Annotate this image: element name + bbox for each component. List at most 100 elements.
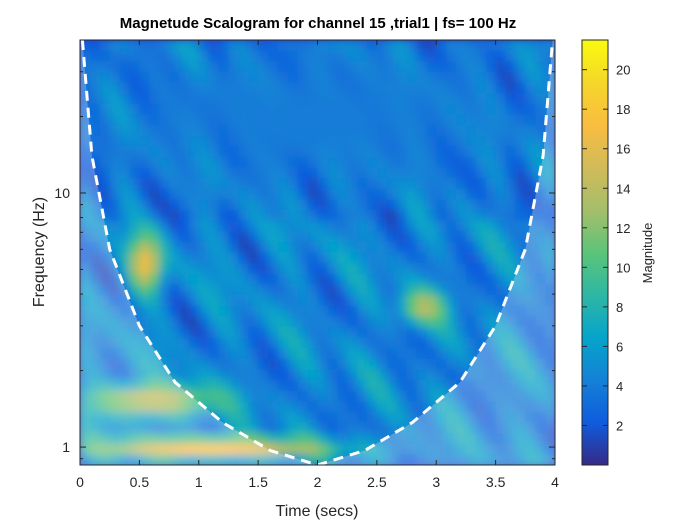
heatmap-cell: [525, 263, 537, 275]
heatmap-cell: [178, 380, 190, 392]
heatmap-cell: [80, 401, 91, 413]
heatmap-cell: [277, 135, 289, 148]
heatmap-cell: [258, 443, 269, 456]
heatmap-cell: [366, 252, 378, 264]
heatmap-cell: [228, 71, 240, 84]
heatmap-cell: [406, 316, 418, 328]
heatmap-cell: [188, 220, 200, 233]
heatmap-cell: [238, 358, 250, 371]
heatmap-cell: [169, 210, 180, 222]
heatmap-cell: [169, 125, 180, 137]
heatmap-cell: [277, 220, 289, 233]
heatmap-cell: [337, 273, 348, 286]
heatmap-cell: [287, 82, 299, 94]
heatmap-cell: [198, 433, 210, 445]
colorbar-tick-label: 6: [616, 339, 623, 354]
heatmap-cell: [159, 369, 170, 381]
heatmap-cell: [347, 358, 358, 371]
heatmap-cell: [149, 125, 160, 137]
heatmap-cell: [376, 103, 388, 116]
heatmap-cell: [485, 146, 497, 158]
heatmap-cell: [109, 61, 121, 73]
heatmap-cell: [119, 454, 131, 465]
heatmap-cell: [347, 337, 358, 349]
heatmap-cell: [475, 252, 487, 264]
heatmap-cell: [376, 231, 388, 243]
heatmap-cell: [119, 273, 131, 286]
heatmap-cell: [317, 40, 329, 52]
heatmap-cell: [139, 252, 151, 264]
heatmap-cell: [188, 188, 200, 201]
heatmap-cell: [495, 422, 507, 434]
heatmap-cell: [436, 178, 447, 190]
heatmap-cell: [238, 103, 250, 116]
heatmap-cell: [159, 146, 170, 158]
heatmap-cell: [277, 326, 289, 339]
heatmap-cell: [426, 348, 438, 360]
heatmap-cell: [238, 188, 250, 201]
heatmap-cell: [366, 263, 378, 275]
heatmap-cell: [277, 348, 289, 360]
heatmap-cell: [485, 337, 497, 349]
heatmap-cell: [119, 295, 131, 307]
heatmap-cell: [436, 295, 447, 307]
heatmap-cell: [80, 422, 91, 434]
heatmap-cell: [396, 231, 408, 243]
heatmap-cell: [149, 273, 160, 286]
heatmap-cell: [475, 114, 487, 126]
heatmap-cell: [218, 210, 230, 222]
heatmap-cell: [376, 401, 388, 413]
heatmap-cell: [436, 401, 447, 413]
heatmap-cell: [287, 156, 299, 169]
heatmap-cell: [327, 114, 339, 126]
heatmap-cell: [475, 241, 487, 254]
heatmap-cell: [99, 210, 111, 222]
heatmap-cell: [436, 135, 447, 148]
heatmap-cell: [475, 454, 487, 465]
heatmap-cell: [465, 241, 477, 254]
heatmap-cell: [327, 305, 339, 318]
heatmap-cell: [159, 178, 170, 190]
heatmap-cell: [495, 199, 507, 211]
heatmap-cell: [485, 93, 497, 105]
heatmap-cell: [416, 295, 428, 307]
heatmap-cell: [505, 348, 517, 360]
heatmap-cell: [406, 273, 418, 286]
heatmap-cell: [366, 82, 378, 94]
heatmap-cell: [178, 220, 190, 233]
heatmap-cell: [258, 125, 269, 137]
heatmap-cell: [238, 40, 250, 52]
heatmap-cell: [99, 305, 111, 318]
heatmap-cell: [268, 263, 279, 275]
heatmap-cell: [159, 263, 170, 275]
heatmap-cell: [277, 263, 289, 275]
heatmap-cell: [89, 199, 101, 211]
heatmap-cell: [238, 114, 250, 126]
heatmap-cell: [426, 220, 438, 233]
heatmap-cell: [287, 199, 299, 211]
heatmap: [80, 40, 555, 465]
heatmap-cell: [188, 348, 200, 360]
heatmap-cell: [277, 231, 289, 243]
heatmap-cell: [485, 61, 497, 73]
heatmap-cell: [119, 358, 131, 371]
heatmap-cell: [208, 103, 220, 116]
heatmap-cell: [406, 50, 418, 63]
heatmap-cell: [337, 305, 348, 318]
heatmap-cell: [317, 263, 329, 275]
heatmap-cell: [317, 454, 329, 465]
heatmap-cell: [149, 433, 160, 445]
heatmap-cell: [297, 114, 309, 126]
heatmap-cell: [386, 135, 398, 148]
heatmap-cell: [248, 348, 259, 360]
heatmap-cell: [337, 401, 348, 413]
heatmap-cell: [545, 220, 555, 233]
heatmap-cell: [208, 422, 220, 434]
heatmap-cell: [337, 220, 348, 233]
heatmap-cell: [188, 316, 200, 328]
heatmap-cell: [268, 156, 279, 169]
heatmap-cell: [436, 114, 447, 126]
heatmap-cell: [436, 369, 447, 381]
heatmap-cell: [218, 358, 230, 371]
